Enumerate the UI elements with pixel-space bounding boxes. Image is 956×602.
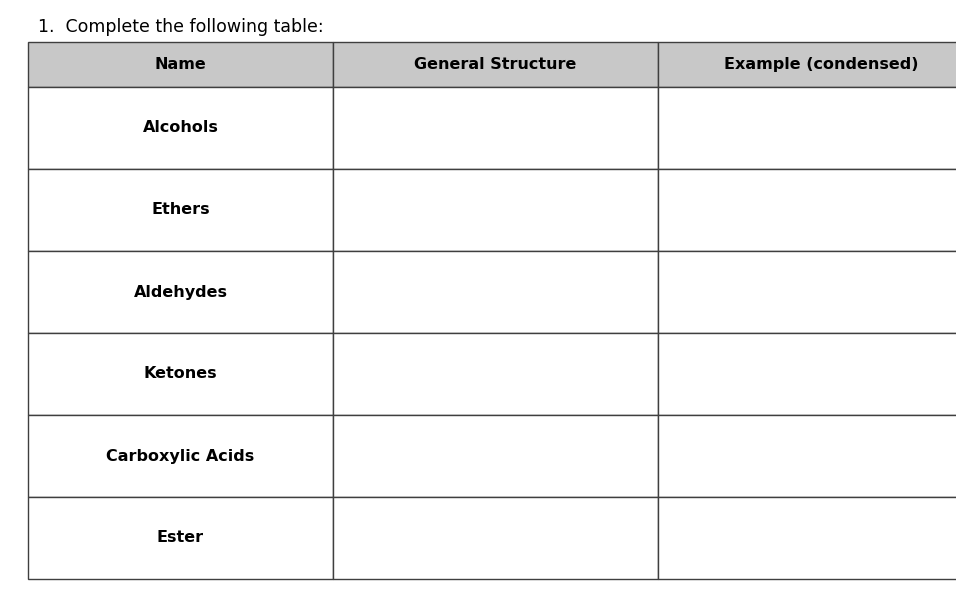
Text: Alcohols: Alcohols xyxy=(142,120,218,135)
Bar xyxy=(658,87,956,169)
Bar xyxy=(658,497,956,579)
Bar xyxy=(658,42,956,87)
Text: General Structure: General Structure xyxy=(414,57,576,72)
Text: Carboxylic Acids: Carboxylic Acids xyxy=(106,448,254,464)
Bar xyxy=(28,169,333,251)
Text: Ethers: Ethers xyxy=(151,202,209,217)
Text: Ketones: Ketones xyxy=(143,367,217,382)
Text: Aldehydes: Aldehydes xyxy=(134,285,228,300)
Bar xyxy=(28,251,333,333)
Bar xyxy=(28,333,333,415)
Bar xyxy=(333,169,658,251)
Bar xyxy=(333,497,658,579)
Bar xyxy=(28,497,333,579)
Bar xyxy=(333,87,658,169)
Bar xyxy=(658,169,956,251)
Bar xyxy=(658,333,956,415)
Bar xyxy=(658,251,956,333)
Text: Name: Name xyxy=(155,57,206,72)
Bar xyxy=(658,415,956,497)
Text: Example (condensed): Example (condensed) xyxy=(724,57,919,72)
Bar xyxy=(333,251,658,333)
Text: 1.  Complete the following table:: 1. Complete the following table: xyxy=(38,18,324,36)
Bar xyxy=(333,42,658,87)
Bar xyxy=(28,415,333,497)
Bar xyxy=(333,415,658,497)
Bar xyxy=(28,87,333,169)
Bar xyxy=(28,42,333,87)
Text: Ester: Ester xyxy=(157,530,204,545)
Bar xyxy=(333,333,658,415)
